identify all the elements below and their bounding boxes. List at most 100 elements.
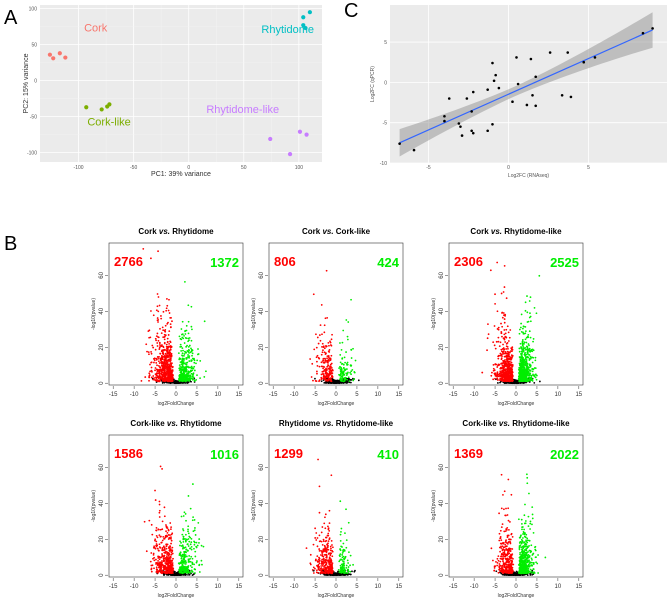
up-regulated-point	[182, 379, 184, 381]
down-regulated-point	[156, 536, 159, 539]
down-regulated-point	[164, 324, 167, 327]
data-point	[534, 104, 538, 108]
up-regulated-point	[528, 376, 531, 379]
down-regulated-point	[153, 378, 156, 381]
down-regulated-point	[162, 545, 165, 548]
up-regulated-point	[350, 364, 353, 367]
down-regulated-point	[159, 535, 162, 538]
up-regulated-point	[191, 519, 194, 522]
up-regulated-point	[343, 356, 346, 359]
down-regulated-point	[496, 372, 499, 375]
up-regulated-point	[529, 336, 532, 339]
down-regulated-point	[162, 557, 165, 560]
up-regulated-point	[191, 561, 194, 564]
down-regulated-point	[507, 377, 509, 380]
down-regulated-point	[149, 560, 152, 563]
down-regulated-point	[162, 535, 165, 538]
down-regulated-point	[164, 535, 167, 538]
up-regulated-point	[518, 347, 521, 350]
volcano-plot-3: Cork vs. Rhytidome-like-15 -10 -5 0 5 10 15020…	[431, 227, 584, 407]
down-regulated-point	[326, 316, 329, 319]
ns-point	[187, 573, 189, 576]
down-regulated-point	[326, 546, 329, 549]
down-regulated-point	[140, 379, 143, 382]
down-regulated-point	[504, 351, 507, 354]
x-axis-label: Log2FC (RNAseq)	[508, 173, 549, 179]
down-regulated-point	[320, 304, 323, 306]
down-regulated-point	[504, 332, 507, 335]
up-regulated-point	[528, 330, 531, 333]
down-regulated-point	[166, 553, 169, 556]
down-regulated-point	[163, 333, 166, 336]
down-regulated-point	[504, 371, 507, 374]
down-regulated-point	[322, 372, 324, 375]
up-regulated-point	[194, 555, 197, 558]
title-vs: vs.	[322, 419, 335, 428]
down-regulated-point	[494, 373, 497, 376]
up-regulated-point	[528, 363, 531, 366]
up-regulated-point	[202, 545, 205, 548]
down-regulated-point	[160, 332, 163, 334]
down-regulated-point	[322, 538, 325, 541]
up-regulated-point	[193, 359, 196, 362]
down-regulated-point	[168, 354, 170, 357]
down-regulated-point	[505, 377, 508, 379]
down-regulated-point	[158, 341, 161, 344]
x-tick-label: 5	[535, 392, 539, 398]
up-regulated-point	[179, 343, 182, 346]
up-regulated-point	[193, 365, 196, 368]
data-point	[497, 86, 501, 90]
down-regulated-point	[171, 377, 174, 380]
down-regulated-point	[158, 511, 161, 514]
up-regulated-point	[182, 349, 184, 352]
down-regulated-point	[157, 360, 160, 363]
down-regulated-point	[168, 330, 171, 332]
down-regulated-point	[170, 537, 172, 540]
down-regulated-point	[322, 377, 325, 380]
up-regulated-point	[180, 541, 182, 544]
down-regulated-point	[169, 368, 172, 371]
down-regulated-point	[494, 293, 496, 296]
data-point	[651, 27, 654, 30]
down-regulated-point	[162, 310, 165, 313]
down-regulated-point	[165, 365, 168, 368]
down-regulated-point	[322, 365, 324, 368]
x-tick-label: -5	[426, 165, 431, 171]
up-regulated-point	[528, 369, 531, 371]
up-regulated-point	[352, 347, 354, 350]
down-regulated-point	[163, 377, 166, 379]
down-regulated-point	[496, 374, 499, 377]
down-regulated-point	[317, 458, 319, 461]
down-regulated-point	[158, 564, 161, 567]
up-regulated-point	[188, 571, 191, 574]
down-regulated-point	[504, 374, 507, 377]
down-regulated-point	[155, 357, 158, 360]
ns-point	[339, 573, 342, 576]
up-regulated-point	[183, 376, 186, 379]
ns-point	[344, 573, 347, 576]
down-regulated-point	[327, 527, 330, 530]
ns-point	[323, 381, 326, 384]
pca-point-cork	[47, 52, 53, 57]
up-regulated-point	[189, 557, 191, 560]
up-count: 1372	[210, 255, 239, 270]
up-regulated-point	[520, 377, 523, 380]
up-regulated-point	[524, 301, 527, 304]
up-regulated-point	[185, 345, 188, 348]
data-point	[593, 56, 597, 59]
plot-frame	[268, 242, 404, 386]
down-regulated-point	[320, 353, 323, 356]
down-regulated-point	[152, 378, 155, 381]
up-regulated-point	[189, 564, 192, 567]
down-regulated-point	[328, 370, 331, 373]
down-regulated-point	[157, 379, 160, 382]
down-regulated-point	[504, 359, 506, 361]
down-regulated-point	[148, 379, 150, 382]
up-regulated-point	[196, 544, 199, 547]
up-regulated-point	[198, 564, 201, 567]
down-regulated-point	[158, 516, 161, 518]
panel-letter-b: B	[4, 233, 17, 255]
up-regulated-point	[518, 350, 521, 353]
down-regulated-point	[160, 378, 163, 380]
up-regulated-point	[180, 328, 183, 330]
